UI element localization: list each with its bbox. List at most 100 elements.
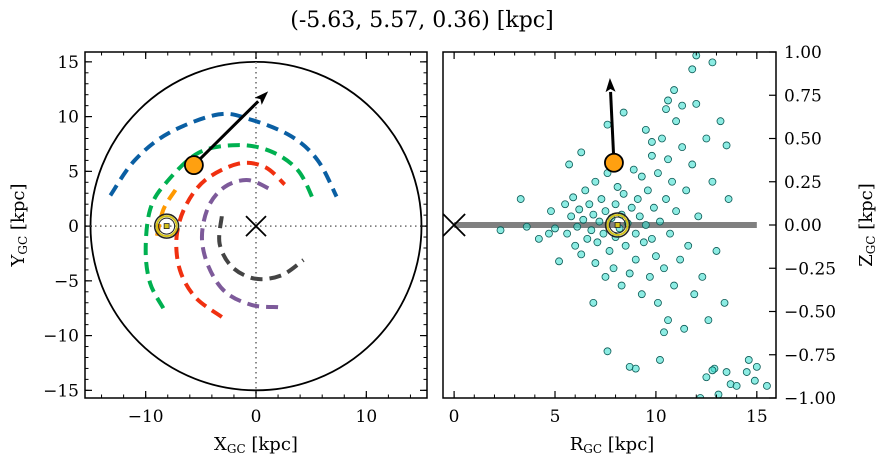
y-tick-label: 10 xyxy=(57,108,79,128)
sun-marker-ring xyxy=(155,215,178,238)
scatter-point xyxy=(613,183,622,191)
scatter-point xyxy=(637,290,646,299)
scatter-point xyxy=(545,229,553,238)
scatter-point xyxy=(555,257,563,266)
x-axis-label: XGC [kpc] xyxy=(214,434,298,456)
scatter-point xyxy=(732,381,741,390)
scatter-point xyxy=(702,134,711,143)
right-panel-rz-plane: 0 5 10 15 −1.00 −0.75 −0.50 −0.25 0.00 0.25 0.50 0.… xyxy=(442,43,878,456)
scatter-point xyxy=(722,368,731,376)
scatter-point xyxy=(722,141,731,150)
scatter-point xyxy=(619,108,628,117)
scatter-point xyxy=(631,364,640,373)
scatter-point xyxy=(579,215,588,224)
scatter-point xyxy=(593,238,602,247)
scatter-point xyxy=(585,200,594,209)
scatter-point xyxy=(611,200,620,209)
scatter-point xyxy=(712,247,721,255)
scatter-point xyxy=(658,134,666,143)
scatter-point xyxy=(609,264,618,273)
scatter-point xyxy=(650,203,658,212)
scatter-point xyxy=(678,143,687,152)
scatter-point xyxy=(672,207,680,216)
scatter-point xyxy=(708,177,717,186)
scatter-point xyxy=(672,117,680,126)
scatter-point xyxy=(496,226,505,235)
x-tick-label: −10 xyxy=(128,407,164,427)
scatter-point xyxy=(694,212,703,221)
sun-marker-inner-ring xyxy=(609,216,627,234)
sun-marker-inner-ring xyxy=(158,217,176,235)
y-axis-label: YGC [kpc] xyxy=(8,184,30,268)
spiral-arm-1 xyxy=(143,143,316,310)
scatter-point xyxy=(641,125,650,134)
scatter-point xyxy=(591,259,600,267)
spiral-arm-4 xyxy=(199,178,279,310)
scatter-point xyxy=(678,101,687,110)
star-marker xyxy=(604,152,624,173)
galactic-center-marker xyxy=(443,213,466,237)
scatter-point xyxy=(601,272,610,281)
scatter-point xyxy=(716,117,725,126)
scatter-point xyxy=(633,195,642,203)
plot-area xyxy=(443,52,771,398)
scatter-point xyxy=(603,120,612,129)
y-tick-label: 0.25 xyxy=(784,173,822,193)
y-tick-label: −0.75 xyxy=(784,346,836,366)
x-axis-label: RGC [kpc] xyxy=(570,434,655,456)
left-panel-galactic-plane: −10 0 10 −15 −10 −5 0 5 10 15 XGC [kpc] YGC [kpc] xyxy=(8,51,428,456)
sun-marker-center xyxy=(163,223,170,229)
scatter-point xyxy=(565,160,574,169)
scatter-point xyxy=(670,86,678,94)
scatter-point xyxy=(563,229,572,238)
scatter-point xyxy=(656,217,664,226)
scatter-point xyxy=(652,252,660,261)
scatter-point xyxy=(708,58,717,67)
scatter-point xyxy=(690,290,699,299)
sun-marker-outer-ring xyxy=(604,212,631,238)
x-tick-label: 10 xyxy=(356,407,378,427)
scatter-point xyxy=(587,226,596,235)
scatter-point xyxy=(696,394,705,398)
scatter-point xyxy=(664,316,672,325)
spiral-arm-3 xyxy=(174,160,287,319)
scatter-point xyxy=(625,269,634,278)
scatter-point xyxy=(662,105,670,113)
y-tick-label: 5 xyxy=(68,162,79,182)
scatter-point xyxy=(591,177,600,186)
scatter-point xyxy=(577,148,586,157)
scatter-point xyxy=(637,172,646,181)
x-tick-label: 15 xyxy=(746,407,768,427)
scatter-point xyxy=(621,241,630,250)
scatter-point xyxy=(635,212,644,221)
spiral-arm-0 xyxy=(108,111,339,198)
spiral-arm-5 xyxy=(217,216,305,282)
scatter-point xyxy=(680,324,689,333)
scatter-point xyxy=(666,229,674,238)
scatter-point xyxy=(619,189,628,198)
x-tick-label: 5 xyxy=(550,407,561,427)
scatter-point xyxy=(577,250,586,259)
scatter-point xyxy=(601,207,610,216)
scatter-point xyxy=(573,222,582,231)
scatter-point xyxy=(627,203,636,212)
y-tick-label: −10 xyxy=(43,327,79,347)
velocity-arrow-head xyxy=(254,91,269,105)
scatter-point xyxy=(599,229,608,238)
scatter-point xyxy=(629,165,638,174)
scatter-point xyxy=(647,151,656,160)
scatter-point xyxy=(724,195,733,203)
y-tick-label: 15 xyxy=(57,53,79,73)
y-tick-label: 0.00 xyxy=(784,216,822,236)
scatter-point xyxy=(597,195,606,203)
scatter-point xyxy=(569,193,578,202)
scatter-point xyxy=(589,298,598,307)
scatter-point xyxy=(617,281,626,290)
scatter-point xyxy=(595,217,604,226)
galactic-center-marker xyxy=(245,215,267,237)
scatter-point xyxy=(742,368,751,376)
scatter-point xyxy=(654,169,662,178)
x-tick-label: 0 xyxy=(449,407,460,427)
scatter-point xyxy=(708,366,717,375)
scatter-point xyxy=(516,195,525,203)
